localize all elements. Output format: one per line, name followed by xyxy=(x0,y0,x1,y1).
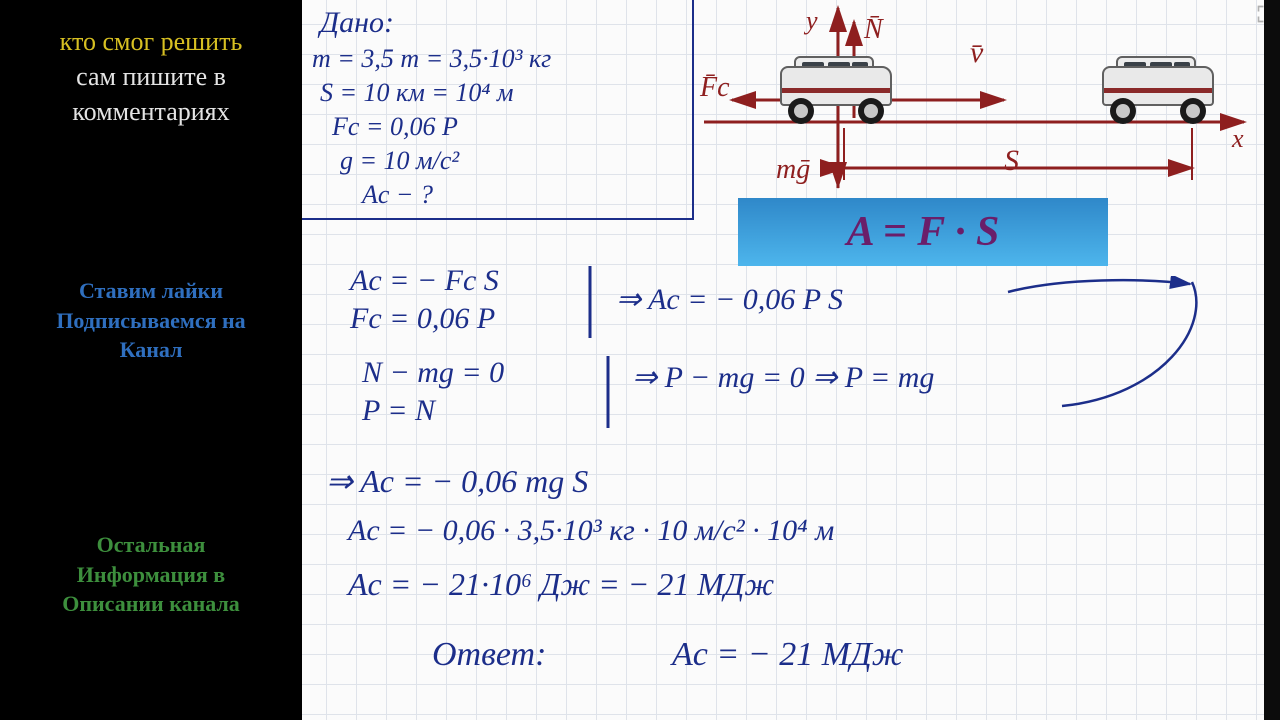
label-S: S xyxy=(1004,144,1019,178)
answer-value: Ac = − 21 МДж xyxy=(672,636,903,674)
step: ⇒ Ac = − 0,06 P S xyxy=(616,282,843,317)
label-v: v̄ xyxy=(970,36,983,70)
given-line: Fc = 0,06 P xyxy=(332,112,458,142)
text: Описании канала xyxy=(0,589,302,619)
stage: кто смог решить сам пишите в комментария… xyxy=(0,0,1280,720)
brace-icon xyxy=(584,262,610,342)
work-formula-box: A = F · S xyxy=(738,198,1108,266)
text: Остальная xyxy=(0,530,302,560)
step: ⇒ P − mg = 0 ⇒ P = mg xyxy=(632,360,934,395)
cta-like-subscribe: Ставим лайки Подписываемся на Канал xyxy=(0,276,302,365)
label-mg: mḡ xyxy=(776,154,810,186)
car-icon xyxy=(1094,56,1222,124)
text: комментариях xyxy=(0,94,302,129)
cta-description: Остальная Информация в Описании канала xyxy=(0,530,302,619)
force-diagram: y N̄ v̄ F̄c x mḡ S xyxy=(694,0,1254,200)
step: Ac = − Fc S xyxy=(350,264,499,298)
step: N − mg = 0 xyxy=(362,356,504,390)
label-N: N̄ xyxy=(864,14,883,46)
label-y: y xyxy=(806,6,818,36)
given-line: S = 10 км = 10⁴ м xyxy=(320,78,513,108)
given-line: g = 10 м/с² xyxy=(340,146,459,176)
step: ⇒ Ac = − 0,06 mg S xyxy=(326,462,588,500)
label-x: x xyxy=(1232,124,1244,154)
text: кто смог решить xyxy=(0,24,302,59)
work-formula: A = F · S xyxy=(847,208,1000,256)
step: Ac = − 21·10⁶ Дж = − 21 МДж xyxy=(348,566,774,603)
given-line: Ac − ? xyxy=(362,180,433,210)
label-Fc: F̄c xyxy=(700,72,730,104)
car-icon xyxy=(772,56,900,124)
left-sidebar: кто смог решить сам пишите в комментария… xyxy=(0,0,302,720)
arrow-icon xyxy=(1002,276,1222,436)
step: P = N xyxy=(362,394,435,428)
text: Ставим лайки xyxy=(0,276,302,306)
given-title: Дано: xyxy=(320,6,394,40)
whiteboard: Дано: m = 3,5 т = 3,5·10³ кг S = 10 км =… xyxy=(302,0,1280,720)
step: Ac = − 0,06 · 3,5·10³ кг · 10 м/с² · 10⁴… xyxy=(348,514,834,548)
given-line: m = 3,5 т = 3,5·10³ кг xyxy=(312,44,551,74)
answer-label: Ответ: xyxy=(432,636,546,674)
text: Канал xyxy=(0,335,302,365)
step: Fc = 0,06 P xyxy=(350,302,495,336)
text: Информация в xyxy=(0,560,302,590)
fullscreen-icon[interactable] xyxy=(1256,4,1276,24)
text: сам пишите в xyxy=(0,59,302,94)
text: Подписываемся на xyxy=(0,306,302,336)
cta-comment: кто смог решить сам пишите в комментария… xyxy=(0,24,302,129)
brace-icon xyxy=(602,352,628,432)
